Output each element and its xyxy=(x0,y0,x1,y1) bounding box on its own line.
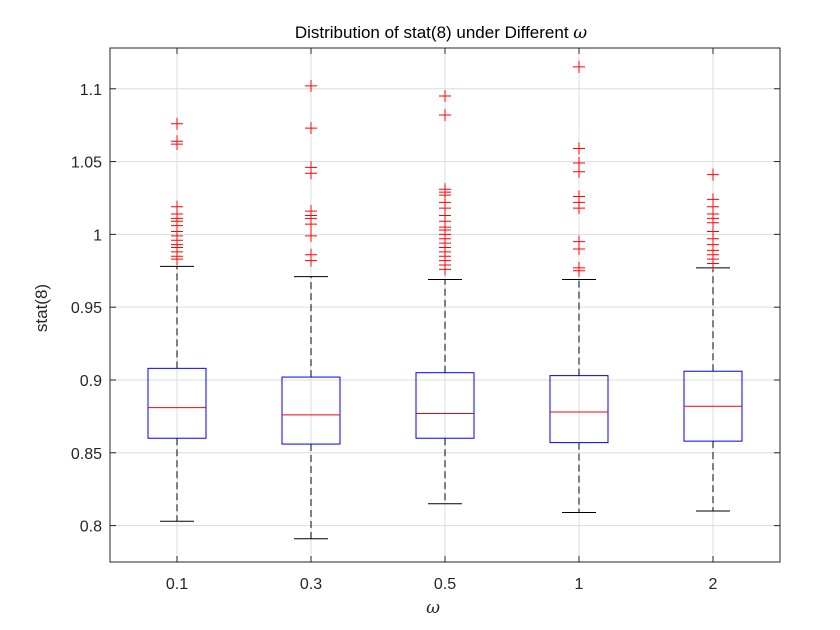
chart-title-text: Distribution of stat(8) under Different xyxy=(295,23,573,42)
outlier-marker xyxy=(573,261,585,274)
outlier-marker xyxy=(171,200,183,213)
outlier-marker xyxy=(439,90,451,103)
box-group xyxy=(415,90,475,505)
chart-title-omega: ω xyxy=(573,23,587,43)
x-tick-label: 0.1 xyxy=(166,576,188,593)
x-tick-label: 0.5 xyxy=(434,576,456,593)
outlier-marker xyxy=(305,248,317,261)
outlier-marker xyxy=(707,168,719,181)
y-tick-label: 1 xyxy=(93,227,102,244)
outlier-marker xyxy=(305,79,317,92)
outlier-marker xyxy=(573,190,585,203)
box-group xyxy=(549,60,609,513)
y-axis-label: stat(8) xyxy=(32,284,51,332)
x-tick-label: 1 xyxy=(575,576,584,593)
outlier-marker xyxy=(573,60,585,73)
outlier-marker xyxy=(439,183,451,196)
outlier-marker xyxy=(305,205,317,218)
y-tick-label: 0.85 xyxy=(71,446,102,463)
outlier-marker xyxy=(573,235,585,248)
outlier-marker xyxy=(573,142,585,155)
x-tick-label: 0.3 xyxy=(300,576,322,593)
outlier-marker xyxy=(305,229,317,242)
y-tick-label: 1.1 xyxy=(80,82,102,99)
y-tick-label: 1.05 xyxy=(71,155,102,172)
y-tick-label: 0.95 xyxy=(71,300,102,317)
box-group xyxy=(147,117,207,522)
outlier-marker xyxy=(707,193,719,206)
tick-layer: 0.8 0.85 0.9 0.95 1 1.05 1.1 0.1 0.3 0.5 1 2 xyxy=(71,48,780,593)
x-axis-label: ω xyxy=(426,598,440,618)
outlier-marker xyxy=(439,108,451,121)
iqr-box xyxy=(281,376,341,445)
box-group xyxy=(281,79,341,540)
outlier-marker xyxy=(171,135,183,148)
chart-title: Distribution of stat(8) under Different … xyxy=(295,23,587,43)
outlier-marker xyxy=(171,117,183,130)
outlier-marker xyxy=(305,161,317,174)
iqr-box xyxy=(549,375,609,444)
box-group xyxy=(683,168,743,512)
outlier-marker xyxy=(305,122,317,135)
iqr-box xyxy=(415,372,475,439)
box-layer xyxy=(147,60,743,540)
iqr-box xyxy=(147,367,207,439)
y-tick-label: 0.9 xyxy=(80,373,102,390)
y-tick-label: 0.8 xyxy=(80,519,102,536)
outlier-marker xyxy=(573,157,585,170)
x-tick-label: 2 xyxy=(709,576,718,593)
